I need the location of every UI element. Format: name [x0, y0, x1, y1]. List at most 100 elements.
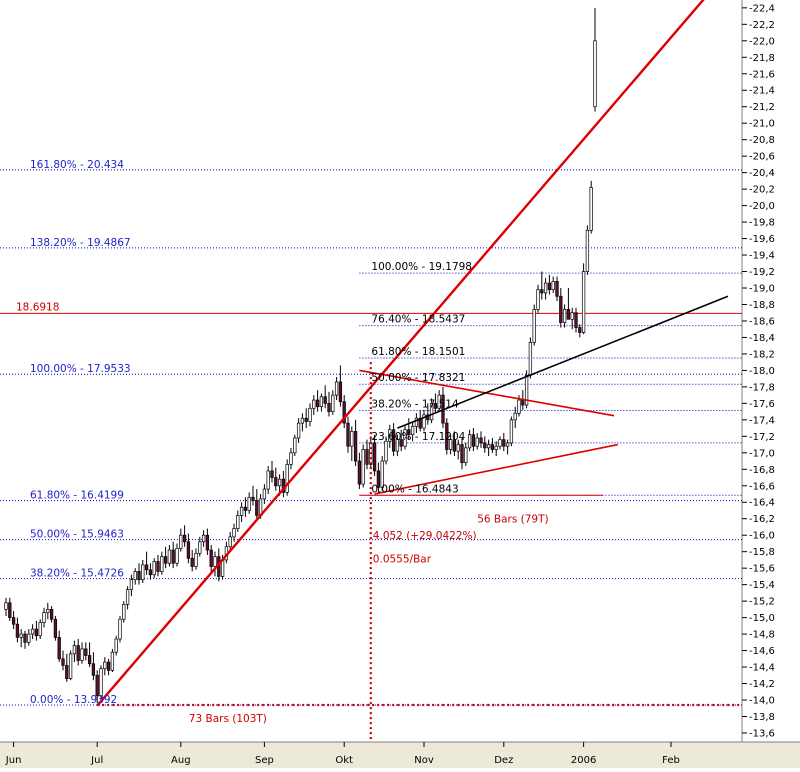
- price-tick-label: -18,0: [749, 366, 775, 377]
- fib-retracement-label: 61.80% - 18.1501: [371, 346, 465, 358]
- candle-body: [118, 618, 122, 640]
- candles: [4, 7, 597, 704]
- candle-body: [445, 422, 449, 450]
- candle-body: [517, 399, 521, 414]
- candle-body: [429, 403, 434, 421]
- time-tick-label: Sep: [255, 755, 274, 766]
- time-axis: Jun Jul Aug Sep Okt Nov Dez 2006 Feb: [5, 742, 680, 766]
- candle-body: [350, 431, 354, 447]
- fib-retracement-label: 76.40% - 18.5437: [371, 314, 465, 326]
- candle-body: [300, 417, 305, 424]
- candle-body: [274, 477, 278, 487]
- candle-body: [144, 564, 149, 571]
- candle-body: [448, 439, 453, 450]
- fib-retracement-label: 50.00% - 17.8321: [371, 372, 465, 384]
- candle-body: [585, 229, 590, 272]
- price-tick-label: -18,2: [749, 349, 775, 360]
- price-tick-label: -19,8: [749, 218, 775, 229]
- candle-body: [114, 638, 118, 653]
- time-tick-label: Jun: [5, 755, 22, 766]
- price-tick-label: -19,6: [749, 234, 775, 245]
- candle-body: [403, 429, 407, 447]
- candle-body: [338, 381, 343, 403]
- candle-body: [357, 460, 362, 485]
- candle-body: [4, 602, 8, 610]
- price-tick-label: -16,8: [749, 465, 775, 476]
- candle-body: [581, 271, 586, 333]
- candle-body: [547, 282, 552, 290]
- candle-body: [285, 463, 289, 493]
- candle-body: [342, 401, 346, 424]
- candle-body: [270, 470, 274, 478]
- candle-body: [61, 658, 65, 666]
- candle-body: [391, 429, 396, 452]
- triangle-bars-annotation: 56 Bars (79T): [477, 514, 548, 526]
- candle-body: [562, 309, 567, 323]
- candle-body: [148, 569, 153, 576]
- candle-body: [589, 187, 593, 231]
- candle-body: [395, 439, 400, 452]
- price-tick-label: -21,8: [749, 53, 775, 64]
- price-tick-label: -17,4: [749, 415, 775, 426]
- fib-level-label: 0.00% - 13.9392: [30, 694, 117, 706]
- candle-body: [509, 419, 514, 444]
- price-tick-label: -21,6: [749, 69, 775, 80]
- price-tick-label: -16,6: [749, 481, 775, 492]
- candle-body: [346, 422, 350, 447]
- candle-body: [152, 561, 156, 576]
- price-tick-label: -15,0: [749, 613, 775, 624]
- candle-body: [433, 403, 438, 409]
- candle-body: [388, 429, 392, 442]
- fib-level-label: 61.80% - 16.4199: [30, 490, 124, 502]
- time-tick-label: Feb: [662, 755, 680, 766]
- candle-body: [308, 407, 312, 422]
- price-tick-label: -20,2: [749, 185, 775, 196]
- candle-body: [528, 342, 533, 376]
- candle-body: [236, 515, 240, 529]
- candle-body: [475, 437, 479, 447]
- candle-body: [232, 528, 236, 538]
- candle-body: [437, 394, 441, 409]
- price-tick-label: -15,8: [749, 547, 775, 558]
- candle-body: [209, 549, 213, 567]
- candle-body: [27, 633, 31, 643]
- candle-body: [566, 309, 571, 320]
- price-tick-label: -14,2: [749, 679, 775, 690]
- candle-body: [296, 422, 301, 439]
- candle-body: [376, 470, 381, 488]
- time-tick-label: 2006: [571, 755, 596, 766]
- price-tick-label: -20,0: [749, 201, 775, 212]
- candle-body: [331, 394, 335, 412]
- candle-body: [42, 612, 46, 623]
- candle-body: [262, 488, 267, 500]
- candle-body: [182, 534, 187, 543]
- candle-body: [334, 381, 339, 396]
- fib-level-label: 138.20% - 19.4867: [30, 237, 131, 249]
- fib-labels: 261.80% - 24.4481161.80% - 20.434138.20%…: [16, 159, 549, 725]
- candle-body: [426, 414, 430, 421]
- candle-body: [72, 645, 77, 655]
- candle-body: [559, 295, 563, 323]
- candle-body: [179, 534, 183, 549]
- candle-body: [521, 399, 525, 406]
- time-tick-label: Nov: [414, 755, 434, 766]
- candle-body: [46, 609, 50, 614]
- price-tick-label: -22,2: [749, 20, 775, 31]
- candle-body: [365, 449, 369, 465]
- candle-body: [239, 506, 244, 516]
- candle-body: [205, 534, 210, 551]
- candle-body: [243, 506, 248, 511]
- candle-body: [578, 327, 582, 333]
- candle-body: [194, 552, 198, 567]
- price-tick-label: -21,2: [749, 102, 775, 113]
- candle-body: [361, 449, 365, 485]
- candle-body: [84, 648, 88, 656]
- candle-body: [289, 452, 293, 465]
- candle-body: [198, 541, 202, 554]
- time-tick-label: Dez: [494, 755, 513, 766]
- price-tick-label: -17,8: [749, 382, 775, 393]
- candle-body: [122, 604, 126, 620]
- price-tick-label: -17,6: [749, 399, 775, 410]
- drawing-lines: [96, 0, 742, 742]
